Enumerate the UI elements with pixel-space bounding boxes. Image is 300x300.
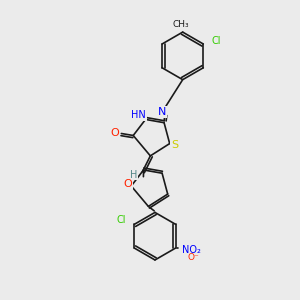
Text: O⁻: O⁻ <box>188 254 199 262</box>
Text: Cl: Cl <box>212 36 221 46</box>
Text: H: H <box>130 170 137 180</box>
Text: S: S <box>171 140 178 149</box>
Text: NO₂: NO₂ <box>182 245 201 255</box>
Text: O: O <box>110 128 119 139</box>
Text: Cl: Cl <box>117 215 126 225</box>
Text: CH₃: CH₃ <box>172 20 189 29</box>
Text: O: O <box>123 179 132 189</box>
Text: N: N <box>158 107 166 117</box>
Text: HN: HN <box>131 110 146 121</box>
